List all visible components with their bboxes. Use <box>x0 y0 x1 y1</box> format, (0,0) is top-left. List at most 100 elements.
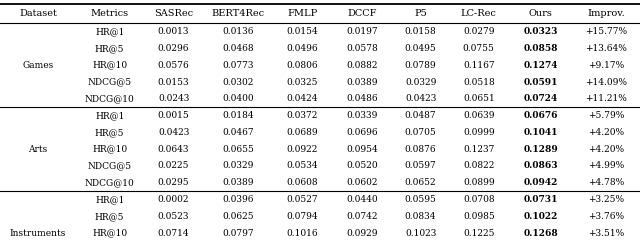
Text: 0.1023: 0.1023 <box>405 229 436 238</box>
Text: +3.51%: +3.51% <box>588 229 624 238</box>
Text: 0.0954: 0.0954 <box>347 145 378 154</box>
Text: Ours: Ours <box>529 9 552 18</box>
Text: 0.0591: 0.0591 <box>524 77 558 86</box>
Text: 0.0608: 0.0608 <box>287 178 318 187</box>
Text: NDCG@10: NDCG@10 <box>85 94 134 103</box>
Text: 0.0876: 0.0876 <box>405 145 436 154</box>
Text: 0.0755: 0.0755 <box>463 44 495 53</box>
Text: Improv.: Improv. <box>588 9 625 18</box>
Text: 0.0486: 0.0486 <box>347 94 378 103</box>
Text: 0.0742: 0.0742 <box>347 212 378 221</box>
Text: +4.99%: +4.99% <box>588 161 624 171</box>
Text: 0.0714: 0.0714 <box>158 229 189 238</box>
Text: +13.64%: +13.64% <box>585 44 627 53</box>
Text: +4.20%: +4.20% <box>588 145 624 154</box>
Text: 0.0651: 0.0651 <box>463 94 495 103</box>
Text: 0.0655: 0.0655 <box>222 145 254 154</box>
Text: 0.0372: 0.0372 <box>287 111 318 120</box>
Text: 0.0899: 0.0899 <box>463 178 495 187</box>
Text: 0.0625: 0.0625 <box>222 212 253 221</box>
Text: 0.0184: 0.0184 <box>222 111 253 120</box>
Text: +9.17%: +9.17% <box>588 61 624 70</box>
Text: 0.0822: 0.0822 <box>463 161 495 171</box>
Text: 0.0929: 0.0929 <box>347 229 378 238</box>
Text: 0.0527: 0.0527 <box>287 195 318 204</box>
Text: 0.0523: 0.0523 <box>158 212 189 221</box>
Text: 0.0882: 0.0882 <box>347 61 378 70</box>
Text: Games: Games <box>22 61 54 70</box>
Text: 0.0708: 0.0708 <box>463 195 495 204</box>
Text: 0.0696: 0.0696 <box>347 128 378 137</box>
Text: 0.0467: 0.0467 <box>222 128 253 137</box>
Text: 0.0339: 0.0339 <box>347 111 378 120</box>
Text: 0.0534: 0.0534 <box>287 161 318 171</box>
Text: 0.0643: 0.0643 <box>158 145 189 154</box>
Text: BERT4Rec: BERT4Rec <box>211 9 264 18</box>
Text: HR@5: HR@5 <box>95 128 124 137</box>
Text: 0.1289: 0.1289 <box>524 145 558 154</box>
Text: 0.0999: 0.0999 <box>463 128 495 137</box>
Text: 0.0197: 0.0197 <box>347 27 378 36</box>
Text: +11.21%: +11.21% <box>585 94 627 103</box>
Text: 0.0520: 0.0520 <box>347 161 378 171</box>
Text: NDCG@5: NDCG@5 <box>88 161 132 171</box>
Text: HR@1: HR@1 <box>95 27 124 36</box>
Text: +14.09%: +14.09% <box>585 77 627 86</box>
Text: 0.0400: 0.0400 <box>222 94 253 103</box>
Text: HR@1: HR@1 <box>95 111 124 120</box>
Text: +15.77%: +15.77% <box>585 27 627 36</box>
Text: LC-Rec: LC-Rec <box>461 9 497 18</box>
Text: 0.0595: 0.0595 <box>404 195 436 204</box>
Text: Metrics: Metrics <box>91 9 129 18</box>
Text: 0.0724: 0.0724 <box>524 94 557 103</box>
Text: HR@10: HR@10 <box>92 229 127 238</box>
Text: 0.0013: 0.0013 <box>158 27 189 36</box>
Text: 0.0296: 0.0296 <box>158 44 189 53</box>
Text: 0.1225: 0.1225 <box>463 229 495 238</box>
Text: 0.0496: 0.0496 <box>287 44 318 53</box>
Text: 0.0578: 0.0578 <box>347 44 378 53</box>
Text: P5: P5 <box>414 9 427 18</box>
Text: 0.0423: 0.0423 <box>158 128 189 137</box>
Text: 0.0136: 0.0136 <box>222 27 253 36</box>
Text: Arts: Arts <box>28 145 47 154</box>
Text: 0.0329: 0.0329 <box>405 77 436 86</box>
Text: 0.0002: 0.0002 <box>158 195 189 204</box>
Text: +3.25%: +3.25% <box>588 195 624 204</box>
Text: 0.0323: 0.0323 <box>524 27 558 36</box>
Text: 0.0243: 0.0243 <box>158 94 189 103</box>
Text: 0.0468: 0.0468 <box>222 44 253 53</box>
Text: 0.0295: 0.0295 <box>158 178 189 187</box>
Text: HR@1: HR@1 <box>95 195 124 204</box>
Text: 0.0396: 0.0396 <box>222 195 253 204</box>
Text: HR@5: HR@5 <box>95 212 124 221</box>
Text: 0.0652: 0.0652 <box>405 178 436 187</box>
Text: 0.0731: 0.0731 <box>524 195 558 204</box>
Text: 0.0794: 0.0794 <box>287 212 318 221</box>
Text: 0.0487: 0.0487 <box>405 111 436 120</box>
Text: 0.0773: 0.0773 <box>222 61 253 70</box>
Text: 0.0225: 0.0225 <box>158 161 189 171</box>
Text: 0.0518: 0.0518 <box>463 77 495 86</box>
Text: 0.1167: 0.1167 <box>463 61 495 70</box>
Text: 0.0858: 0.0858 <box>524 44 558 53</box>
Text: +5.79%: +5.79% <box>588 111 625 120</box>
Text: 0.0922: 0.0922 <box>287 145 318 154</box>
Text: 0.0689: 0.0689 <box>287 128 318 137</box>
Text: 0.1016: 0.1016 <box>287 229 318 238</box>
Text: 0.0863: 0.0863 <box>524 161 558 171</box>
Text: DCCF: DCCF <box>348 9 377 18</box>
Text: 0.0015: 0.0015 <box>157 111 189 120</box>
Text: 0.0639: 0.0639 <box>463 111 495 120</box>
Text: 0.0985: 0.0985 <box>463 212 495 221</box>
Text: 0.0676: 0.0676 <box>524 111 558 120</box>
Text: HR@10: HR@10 <box>92 145 127 154</box>
Text: 0.0576: 0.0576 <box>157 61 189 70</box>
Text: 0.0789: 0.0789 <box>405 61 436 70</box>
Text: +3.76%: +3.76% <box>588 212 624 221</box>
Text: +4.78%: +4.78% <box>588 178 624 187</box>
Text: FMLP: FMLP <box>287 9 317 18</box>
Text: +4.20%: +4.20% <box>588 128 624 137</box>
Text: SASRec: SASRec <box>154 9 193 18</box>
Text: 0.0806: 0.0806 <box>287 61 318 70</box>
